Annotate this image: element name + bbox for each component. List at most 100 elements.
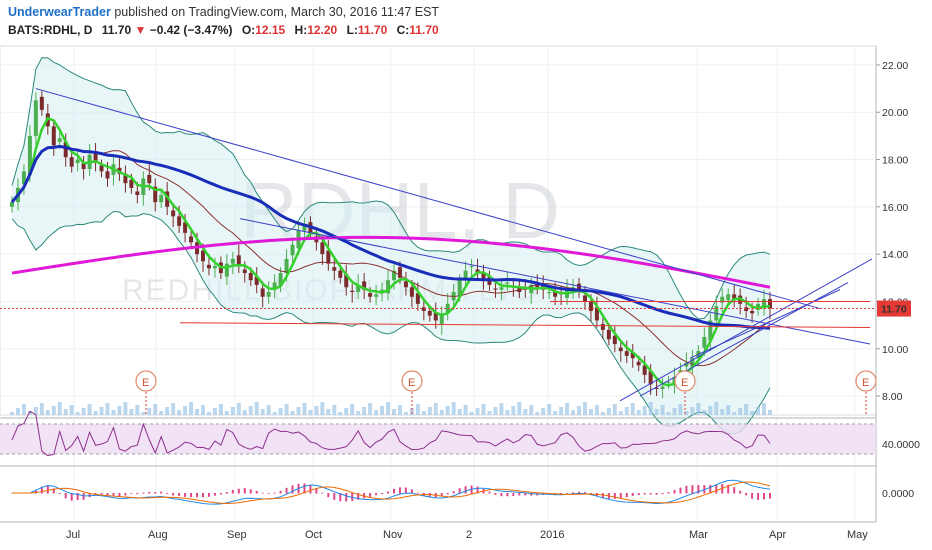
volume-bar (672, 408, 677, 415)
x-tick-label: 2016 (540, 529, 564, 541)
support-line (179, 322, 871, 328)
volume-bar (314, 406, 319, 415)
candle-body (147, 174, 152, 184)
volume-bar (427, 407, 432, 415)
volume-bar (439, 410, 444, 415)
macd-histogram-bar (70, 493, 73, 501)
macd-histogram-bar (524, 493, 527, 496)
macd-histogram-bar (440, 493, 443, 497)
macd-histogram-bar (267, 493, 270, 494)
low-label: L: (346, 23, 358, 37)
last-price: 11.70 (101, 23, 132, 37)
volume-bar (135, 405, 140, 415)
macd-histogram-bar (207, 493, 210, 497)
high-value: 12.20 (307, 23, 338, 37)
volume-bar (15, 408, 20, 415)
candle-body (582, 295, 587, 302)
macd-histogram-bar (643, 493, 646, 495)
rsi-band (0, 424, 876, 454)
volume-bar (648, 402, 653, 415)
x-tick-label: Apr (769, 529, 786, 541)
candle-body (123, 173, 128, 184)
volume-bar (499, 403, 504, 415)
macd-histogram-bar (709, 484, 712, 494)
macd-histogram-bar (327, 493, 330, 498)
macd-histogram-bar (631, 493, 634, 496)
macd-histogram-bar (321, 492, 324, 494)
candle-body (242, 269, 247, 274)
macd-histogram-bar (398, 487, 401, 494)
candle-body (33, 100, 38, 136)
volume-bar (105, 403, 110, 415)
volume-bar (421, 411, 426, 415)
volume-bar (744, 404, 749, 415)
volume-bar (457, 409, 462, 415)
volume-bar (517, 402, 522, 415)
candle-body (332, 267, 337, 271)
volume-bar (302, 403, 307, 415)
candle-body (463, 270, 468, 281)
candle-body (189, 236, 194, 243)
volume-bar (123, 402, 128, 415)
volume-bar (206, 412, 211, 415)
y-tick-label: 20.00 (882, 107, 908, 119)
candle-body (577, 283, 582, 292)
volume-bar (577, 406, 582, 415)
trendlines[interactable] (0, 88, 876, 402)
candle-body (481, 273, 486, 281)
macd-histogram-bar (273, 492, 276, 494)
macd-histogram-bar (339, 493, 342, 502)
candle-body (427, 310, 432, 316)
candle-body (165, 191, 170, 207)
volume-bar (212, 408, 217, 415)
volume-bar (45, 410, 50, 415)
candle-body (547, 292, 552, 294)
macd-histogram-bar (416, 492, 419, 494)
candle-body (415, 293, 420, 304)
volume-bar (565, 403, 570, 415)
candle-body (660, 386, 665, 389)
volume-bar (278, 408, 283, 415)
candle-body (594, 307, 599, 321)
macd-histogram-bar (578, 491, 581, 494)
macd-histogram-bar (285, 487, 288, 494)
volume-bar (320, 402, 325, 415)
earnings-marker (855, 370, 877, 392)
macd-histogram-bar (351, 493, 354, 501)
trendline-channel-1 (619, 258, 873, 402)
volume-bar (254, 402, 259, 415)
macd-histogram-bar (184, 493, 187, 497)
macd-histogram-bar (500, 493, 503, 497)
volume-bar (553, 411, 558, 415)
candle-body (457, 280, 462, 296)
rsi-line (11, 410, 771, 457)
volume-bar (702, 410, 707, 415)
candle-body (499, 287, 504, 290)
symbol-label[interactable]: BATS:RDHL, D (8, 23, 93, 37)
macd-histogram-bar (52, 488, 55, 494)
volume-bar (630, 403, 635, 415)
y-tick-label: 14.00 (882, 249, 908, 261)
macd-histogram-bar (464, 486, 467, 494)
price-tag-label: 11.70 (881, 304, 907, 316)
volume-bar (230, 407, 235, 415)
candle-body (69, 157, 74, 167)
candle-body (744, 307, 749, 311)
macd-histogram-bar (613, 493, 616, 499)
candle-body (708, 320, 713, 341)
candle-body (284, 258, 289, 274)
volume-bar (559, 407, 564, 415)
volume-bar (511, 406, 516, 415)
candle-body (421, 307, 426, 311)
publisher-link[interactable]: UnderwearTrader (8, 5, 111, 19)
candle-body (236, 255, 241, 266)
volume-bar (523, 409, 528, 415)
macd-histogram-bar (769, 493, 771, 499)
volume-bar (732, 412, 737, 415)
volume-bar (600, 412, 605, 415)
volume-bar (762, 403, 767, 415)
candle-body (642, 365, 647, 375)
volume-bar (356, 411, 361, 415)
